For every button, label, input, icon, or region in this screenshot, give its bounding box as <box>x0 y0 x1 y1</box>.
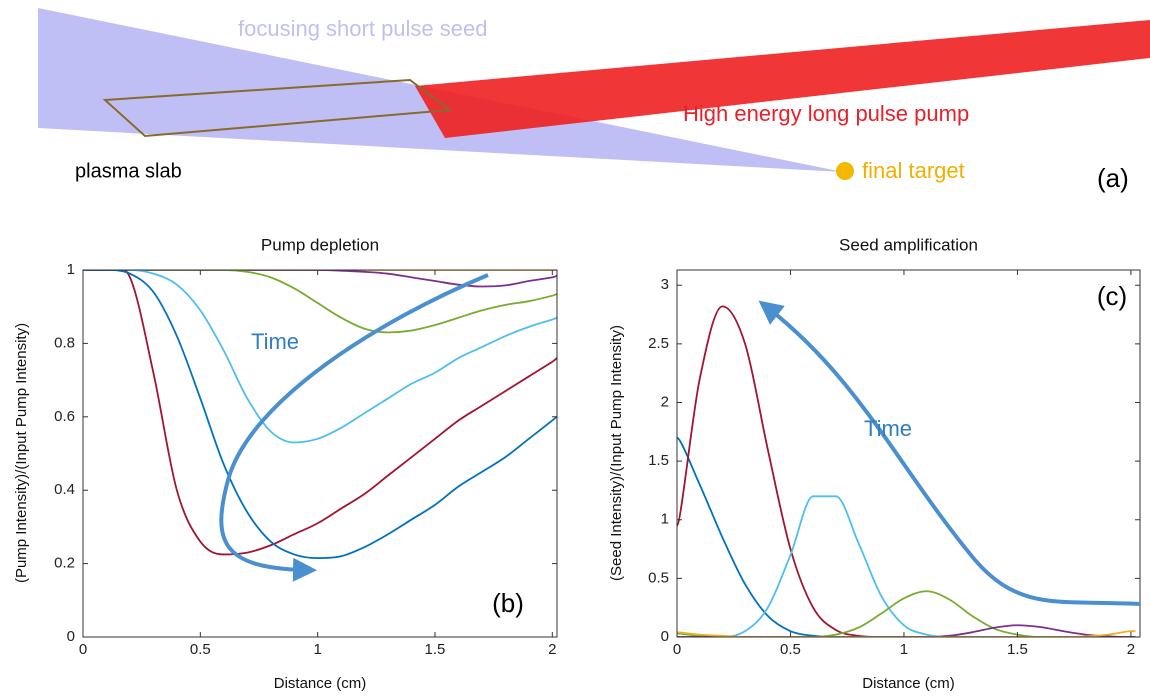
y-axis-label: (Pump Intensity)/(Input Pump Intensity) <box>13 323 30 583</box>
y-tick-label: 1.5 <box>648 452 669 469</box>
data-line <box>677 305 1136 637</box>
x-tick-label: 2 <box>548 641 556 658</box>
axes-box <box>82 269 558 638</box>
time-arrow <box>758 300 1141 606</box>
y-tick-label: 0.2 <box>54 555 75 572</box>
chart-title: Pump depletion <box>261 235 379 254</box>
data-line <box>677 495 1136 637</box>
target-label: final target <box>862 158 965 183</box>
x-tick-label: 1.5 <box>425 641 446 658</box>
seed-label: focusing short pulse seed <box>238 16 488 41</box>
data-line <box>83 270 557 288</box>
x-tick-label: 1 <box>900 641 908 658</box>
plasma-slab <box>102 78 453 138</box>
y-tick-label: 1 <box>67 261 75 278</box>
x-tick-label: 2 <box>1127 641 1135 658</box>
y-tick-label: 3 <box>661 276 669 293</box>
data-line <box>83 270 557 559</box>
plot <box>83 270 557 559</box>
pump-label: High energy long pulse pump <box>683 101 969 126</box>
x-tick-label: 1.5 <box>1007 641 1028 658</box>
target <box>836 162 854 180</box>
y-tick-label: 2.5 <box>648 335 669 352</box>
time-label: Time <box>864 416 912 441</box>
chart-title: Seed amplification <box>839 235 978 254</box>
axes-box <box>676 269 1141 638</box>
slab-label: plasma slab <box>75 160 182 182</box>
x-tick-label: 0.5 <box>190 641 211 658</box>
panel-label: (c) <box>1097 281 1127 311</box>
data-line <box>677 436 1136 637</box>
x-axis-label: Distance (cm) <box>862 675 955 692</box>
data-line <box>677 624 1136 637</box>
x-tick-label: 0 <box>79 641 87 658</box>
plot <box>677 305 1136 637</box>
time-arrow <box>219 273 489 582</box>
data-line <box>83 270 557 334</box>
y-tick-label: 0.4 <box>54 481 75 498</box>
y-tick-label: 0 <box>661 628 669 645</box>
data-line <box>83 270 557 444</box>
y-axis-label: (Seed Intensity)/(Input Pump Intensity) <box>608 325 625 581</box>
pump-beam <box>415 20 1150 138</box>
y-tick-label: 0.6 <box>54 408 75 425</box>
data-line <box>677 590 1136 637</box>
y-tick-label: 1 <box>661 511 669 528</box>
panel-label: (b) <box>492 588 524 618</box>
panel-a: focusing short pulse seed High energy lo… <box>38 8 1150 193</box>
y-tick-label: 0 <box>67 628 75 645</box>
y-tick-label: 0.8 <box>54 334 75 351</box>
x-axis-label: Distance (cm) <box>274 675 367 692</box>
panel-label: (a) <box>1097 163 1129 193</box>
y-tick-label: 2 <box>661 393 669 410</box>
x-tick-label: 1 <box>313 641 321 658</box>
x-tick-label: 0 <box>673 641 681 658</box>
time-label: Time <box>251 329 299 354</box>
y-tick-label: 0.5 <box>648 569 669 586</box>
data-line <box>83 270 557 556</box>
x-tick-label: 0.5 <box>780 641 801 658</box>
